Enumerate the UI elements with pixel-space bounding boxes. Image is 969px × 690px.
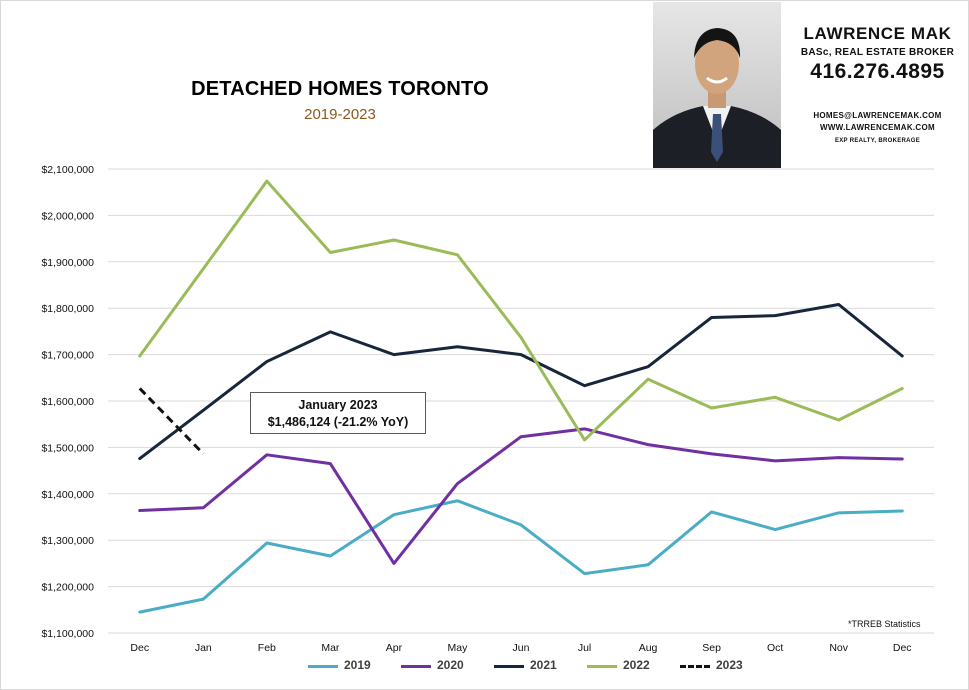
legend-label: 2022 [623, 658, 650, 672]
chart-legend: 2019 2020 2021 2022 2023 [0, 657, 969, 675]
x-tick-label: Jan [195, 642, 212, 654]
x-tick-label: Sep [702, 642, 721, 654]
x-tick-label: Mar [321, 642, 340, 654]
legend-label: 2021 [530, 658, 557, 672]
agent-info: LAWRENCE MAK BASc, REAL ESTATE BROKER 41… [790, 0, 965, 144]
legend-label: 2023 [716, 658, 743, 672]
y-tick-label: $2,000,000 [41, 210, 94, 222]
series-line-2023 [138, 387, 205, 455]
annotation-line-1: January 2023 [298, 398, 378, 412]
grid-lines [108, 168, 934, 634]
y-tick-label: $1,200,000 [41, 582, 94, 594]
series-line-2020 [138, 427, 904, 565]
agent-phone: 416.276.4895 [810, 60, 945, 83]
x-tick-label: Aug [639, 642, 658, 654]
annotation-box: January 2023 $1,486,124 (-21.2% YoY) [250, 392, 426, 434]
x-axis-ticks: Dec Jan Feb Mar Apr May Jun Jul Aug Sep Oct Nov Dec [130, 642, 911, 654]
agent-brokerage: EXP REALTY, BROKERAGE [834, 138, 921, 144]
y-tick-label: $1,400,000 [41, 489, 94, 501]
x-tick-label: Oct [767, 642, 783, 654]
y-tick-label: $2,100,000 [41, 164, 94, 176]
annotation-line-2: $1,486,124 (-21.2% YoY) [267, 415, 409, 429]
legend-swatch [308, 665, 338, 668]
legend-swatch [401, 665, 431, 668]
y-tick-label: $1,800,000 [41, 303, 94, 315]
agent-website: WWW.LAWRENCEMAK.COM [819, 123, 936, 132]
y-tick-label: $1,600,000 [41, 396, 94, 408]
x-tick-label: Dec [893, 642, 912, 654]
x-tick-label: Jul [578, 642, 591, 654]
x-tick-label: Jun [513, 642, 530, 654]
legend-swatch [494, 665, 524, 668]
chart-title: DETACHED HOMES TORONTO [191, 78, 489, 100]
agent-name: LAWRENCE MAK [803, 24, 952, 43]
agent-photo [653, 2, 781, 168]
series-line-2021 [138, 302, 904, 461]
agent-email: HOMES@LAWRENCEMAK.COM [813, 111, 942, 120]
series-line-2022 [138, 179, 904, 442]
source-note: *TRREB Statistics [848, 619, 921, 629]
y-tick-label: $1,300,000 [41, 535, 94, 547]
agent-credentials: BASc, REAL ESTATE BROKER [800, 47, 955, 58]
y-axis-ticks: $1,100,000 $1,200,000 $1,300,000 $1,400,000… [41, 164, 94, 640]
legend-label: 2020 [437, 658, 464, 672]
y-tick-label: $1,500,000 [41, 442, 94, 454]
x-tick-label: Nov [829, 642, 848, 654]
agent-portrait-image [653, 2, 781, 168]
x-tick-label: May [448, 642, 469, 654]
x-tick-label: Dec [130, 642, 149, 654]
legend-swatch [680, 665, 710, 668]
legend-label: 2019 [344, 658, 371, 672]
x-tick-label: Feb [258, 642, 276, 654]
y-tick-label: $1,900,000 [41, 257, 94, 269]
chart-subtitle: 2019-2023 [304, 106, 376, 123]
y-tick-label: $1,700,000 [41, 350, 94, 362]
series-lines [138, 179, 904, 614]
legend-swatch [587, 665, 617, 668]
x-tick-label: Apr [386, 642, 403, 654]
series-line-2019 [138, 499, 904, 614]
y-tick-label: $1,100,000 [41, 628, 94, 640]
